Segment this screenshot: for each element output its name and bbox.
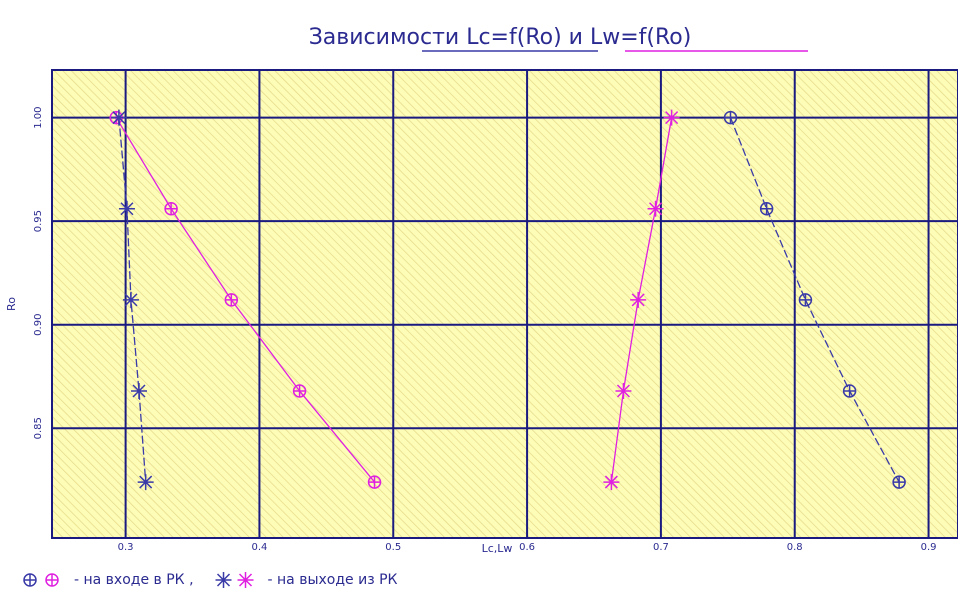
plot-border <box>51 69 958 539</box>
data-point <box>798 293 813 307</box>
y-tick-label: 0.85 <box>33 417 44 439</box>
legend-symbol <box>45 573 59 587</box>
marker-star <box>122 291 139 308</box>
data-point <box>118 200 135 217</box>
legend-label: - на входе в РК , <box>74 572 194 588</box>
data-point <box>663 109 680 126</box>
marker-cross <box>368 476 381 489</box>
data-point <box>367 475 382 489</box>
marker-cross <box>799 293 812 306</box>
data-point <box>130 382 147 399</box>
y-tick-label: 1.00 <box>33 106 44 128</box>
marker-cross <box>293 384 306 397</box>
marker-star <box>110 109 127 126</box>
marker-star <box>137 474 154 491</box>
x-tick-label: 0.3 <box>118 542 134 553</box>
marker-star <box>630 291 647 308</box>
marker-cross <box>893 476 906 489</box>
data-point <box>137 474 154 491</box>
y-tick-label: 0.95 <box>33 210 44 232</box>
data-point <box>759 201 774 216</box>
marker-cross <box>165 202 178 215</box>
marker-cross <box>724 111 737 124</box>
marker-star <box>647 200 664 217</box>
marker-star <box>615 382 632 399</box>
data-point <box>630 291 647 308</box>
legend-symbol <box>237 572 254 588</box>
data-point <box>842 384 857 398</box>
data-point <box>164 201 178 216</box>
data-point <box>892 475 906 489</box>
data-point <box>110 109 127 126</box>
legend-symbol <box>215 572 232 588</box>
marker-star <box>118 200 135 217</box>
legend-label: - на выходе из РК <box>268 572 398 588</box>
marker-star <box>215 572 232 588</box>
marker-star <box>603 474 620 491</box>
marker-star <box>237 572 254 588</box>
x-tick-label: 0.8 <box>787 542 803 553</box>
marker-cross <box>24 574 36 586</box>
plot-area <box>52 70 958 538</box>
marker-star <box>130 382 147 399</box>
data-point <box>292 384 307 398</box>
x-tick-label: 0.5 <box>385 542 401 553</box>
marker-cross <box>843 384 856 397</box>
data-point <box>122 291 139 308</box>
marker-cross <box>760 202 773 215</box>
marker-cross <box>225 293 238 306</box>
data-point <box>603 474 620 491</box>
y-axis-label: Ro <box>5 297 18 311</box>
chart-title: Зависимости Lc=f(Ro) и Lw=f(Ro) <box>309 25 692 50</box>
marker-cross <box>46 574 58 586</box>
x-tick-label: 0.9 <box>921 542 937 553</box>
marker-star <box>663 109 680 126</box>
series-line <box>729 117 900 483</box>
data-point <box>647 200 664 217</box>
y-tick-label: 0.90 <box>33 314 44 336</box>
x-tick-label: 0.7 <box>653 542 669 553</box>
legend-symbol <box>23 573 37 587</box>
x-tick-label: 0.6 <box>519 542 535 553</box>
x-axis-label: Lc,Lw <box>482 542 513 555</box>
data-point <box>615 382 632 399</box>
x-tick-label: 0.4 <box>251 542 267 553</box>
data-point <box>723 110 738 125</box>
data-point <box>224 293 239 307</box>
